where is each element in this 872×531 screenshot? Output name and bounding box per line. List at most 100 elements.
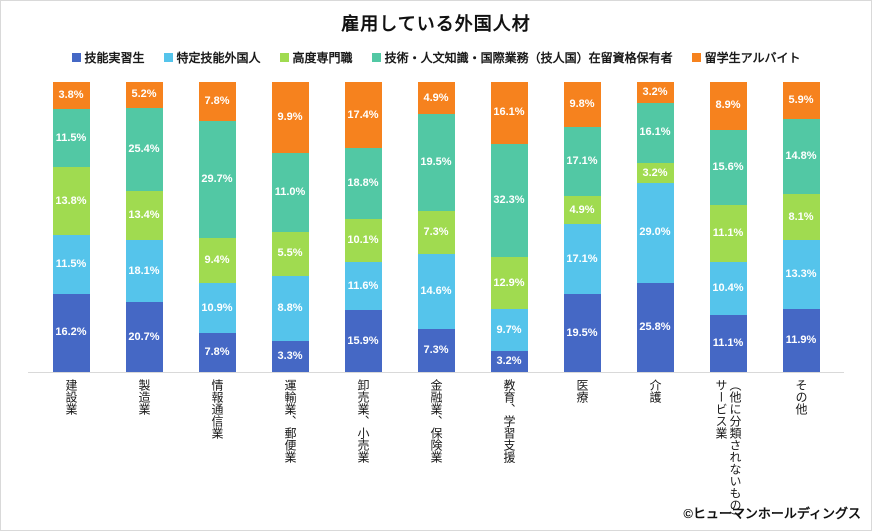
stacked-bar: 11.1% 10.4% 11.1% 15.6% 8.9% xyxy=(709,82,747,372)
segment-value-label: 25.8% xyxy=(639,320,671,333)
segment-value-label: 7.8% xyxy=(204,94,230,107)
bar-segment: 13.8% xyxy=(52,167,90,236)
bar-segment: 15.9% xyxy=(344,310,382,372)
x-axis-label: 教育、学習支援 xyxy=(491,379,528,529)
segment-value-label: 17.1% xyxy=(566,252,598,265)
segment-value-label: 10.4% xyxy=(712,281,744,294)
segment-value-label: 10.1% xyxy=(347,234,379,247)
segment-value-label: 11.5% xyxy=(55,258,87,271)
bar-segment: 29.7% xyxy=(198,120,236,239)
segment-value-label: 16.2% xyxy=(55,326,87,339)
bar-segment: 3.3% xyxy=(271,340,309,372)
x-axis-label: 医療 xyxy=(564,379,601,529)
segment-value-label: 14.6% xyxy=(420,284,452,297)
bar-segment: 7.8% xyxy=(198,333,236,372)
segment-value-label: 15.6% xyxy=(712,160,744,173)
bar-segment: 16.1% xyxy=(636,102,674,163)
segment-value-label: 3.2% xyxy=(642,85,668,98)
bar-segment: 11.5% xyxy=(52,108,90,168)
bar-segment: 14.8% xyxy=(782,118,820,195)
legend: 技能実習生 特定技能外国人 高度専門職 技術・人文知識・国際業務（技人国）在留資格保有… xyxy=(1,49,871,66)
legend-label: 技術・人文知識・国際業務（技人国）在留資格保有者 xyxy=(384,51,673,65)
bar-segment: 15.6% xyxy=(709,129,747,205)
segment-value-label: 17.1% xyxy=(566,155,598,168)
bar-segment: 8.1% xyxy=(782,194,820,241)
bar-segment: 11.6% xyxy=(344,262,382,311)
x-axis-label: 情報通信業 xyxy=(199,379,236,529)
bar-segment: 3.2% xyxy=(636,162,674,184)
x-axis-label: その他 xyxy=(783,379,820,529)
bar-segment: 4.9% xyxy=(417,82,455,115)
bar-segment: 3.2% xyxy=(490,350,528,372)
x-axis-labels: 建設業 製造業 情報通信業 運輸業、郵便業 卸売業、小売業 金融業、保険業 教育、学習支援 医… xyxy=(28,379,844,529)
x-axis-label: 介護 xyxy=(637,379,674,529)
x-axis-label-text: 医療 xyxy=(575,379,589,403)
segment-value-label: 20.7% xyxy=(128,330,160,343)
segment-value-label: 18.8% xyxy=(347,177,379,190)
segment-value-label: 11.6% xyxy=(347,279,379,292)
legend-item: 留学生アルバイト xyxy=(691,49,800,66)
segment-value-label: 7.3% xyxy=(423,344,449,356)
stacked-bar: 3.2% 9.7% 12.9% 32.3% 16.1% xyxy=(490,82,528,372)
x-axis-label: 建設業 xyxy=(53,379,90,529)
stacked-bar: 25.8% 29.0% 3.2% 16.1% 3.2% xyxy=(636,81,674,372)
bar-segment: 19.5% xyxy=(563,294,601,372)
x-axis-label: 金融業、保険業 xyxy=(418,379,455,529)
segment-value-label: 25.4% xyxy=(128,142,160,155)
bar-segment: 7.3% xyxy=(417,329,455,372)
legend-item: 特定技能外国人 xyxy=(163,49,261,66)
stacked-bar: 7.3% 14.6% 7.3% 19.5% 4.9% xyxy=(417,82,455,372)
plot-frame: 16.2% 11.5% 13.8% 11.5% 3.8% 20.7% 18.1% 13.4% 2… xyxy=(28,81,844,373)
stacked-bar: 16.2% 11.5% 13.8% 11.5% 3.8% xyxy=(52,82,90,372)
copyright-text: ©ヒューマンホールディングス xyxy=(683,506,861,521)
segment-value-label: 16.1% xyxy=(639,126,671,139)
bar-segment: 20.7% xyxy=(125,302,163,372)
segment-value-label: 19.5% xyxy=(420,156,452,169)
bar-segment: 11.5% xyxy=(52,235,90,294)
x-axis-label-text: 教育、学習支援 xyxy=(502,379,516,463)
legend-label: 特定技能外国人 xyxy=(176,51,261,65)
bar-segment: 25.8% xyxy=(636,282,674,372)
bar-segment: 7.3% xyxy=(417,210,455,254)
x-axis-label-text: 製造業 xyxy=(137,379,151,415)
segment-value-label: 4.9% xyxy=(569,203,595,216)
x-axis-label-text: 情報通信業 xyxy=(210,379,224,439)
legend-swatch-icon xyxy=(163,53,173,62)
stacked-bar: 7.8% 10.9% 9.4% 29.7% 7.8% xyxy=(198,82,236,372)
legend-item: 技術・人文知識・国際業務（技人国）在留資格保有者 xyxy=(371,49,673,66)
segment-value-label: 8.1% xyxy=(788,210,814,223)
segment-value-label: 15.9% xyxy=(347,334,379,347)
bar-segment: 11.9% xyxy=(782,309,820,372)
segment-value-label: 9.8% xyxy=(569,97,595,110)
bar-segment: 5.5% xyxy=(271,231,309,277)
segment-value-label: 11.5% xyxy=(55,131,87,144)
bar-segment: 8.8% xyxy=(271,276,309,341)
segment-value-label: 29.7% xyxy=(201,173,233,186)
plot-area: 16.2% 11.5% 13.8% 11.5% 3.8% 20.7% 18.1% 13.4% 2… xyxy=(28,81,844,372)
stacked-bar: 3.3% 8.8% 5.5% 11.0% 9.9% xyxy=(271,82,309,372)
segment-value-label: 5.5% xyxy=(277,247,303,260)
legend-swatch-icon xyxy=(279,53,289,62)
segment-value-label: 13.3% xyxy=(785,268,817,281)
bar-segment: 5.9% xyxy=(782,82,820,119)
legend-item: 技能実習生 xyxy=(71,49,145,66)
segment-value-label: 4.9% xyxy=(423,91,449,104)
bar-segment: 10.4% xyxy=(709,261,747,316)
segment-value-label: 5.9% xyxy=(788,93,814,106)
bar-segment: 4.9% xyxy=(563,196,601,225)
bar-segment: 7.8% xyxy=(198,82,236,121)
segment-value-label: 9.7% xyxy=(496,323,522,336)
legend-swatch-icon xyxy=(371,53,381,62)
segment-value-label: 10.9% xyxy=(201,301,233,314)
bar-segment: 8.9% xyxy=(709,82,747,130)
x-axis-label: 卸売業、小売業 xyxy=(345,379,382,529)
bar-segment: 3.2% xyxy=(636,81,674,103)
x-axis-label-text: （他に分類されないもの） サービス業 xyxy=(714,379,742,523)
x-axis-label-text: 卸売業、小売業 xyxy=(356,379,370,463)
segment-value-label: 9.4% xyxy=(204,254,230,267)
x-axis-label: 製造業 xyxy=(126,379,163,529)
segment-value-label: 16.1% xyxy=(493,106,525,119)
segment-value-label: 7.3% xyxy=(423,225,449,238)
legend-swatch-icon xyxy=(691,53,701,62)
